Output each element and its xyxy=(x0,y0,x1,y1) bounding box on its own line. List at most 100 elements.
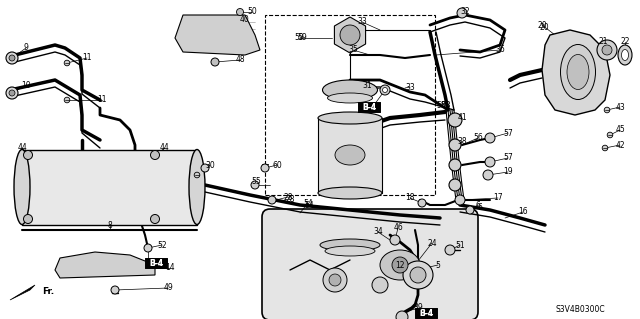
Text: 51: 51 xyxy=(455,241,465,249)
Circle shape xyxy=(150,214,159,224)
Circle shape xyxy=(372,277,388,293)
Circle shape xyxy=(390,235,400,245)
Circle shape xyxy=(455,195,465,205)
Text: 57: 57 xyxy=(503,153,513,162)
Circle shape xyxy=(392,257,408,273)
Circle shape xyxy=(194,172,200,178)
Circle shape xyxy=(24,151,33,160)
Text: 38: 38 xyxy=(457,137,467,146)
Circle shape xyxy=(602,145,608,151)
Text: 32: 32 xyxy=(460,8,470,17)
Ellipse shape xyxy=(567,55,589,90)
Text: 31: 31 xyxy=(362,81,372,91)
Ellipse shape xyxy=(621,49,628,61)
Circle shape xyxy=(396,311,408,319)
Ellipse shape xyxy=(328,93,372,103)
Polygon shape xyxy=(542,30,610,115)
Text: B-4: B-4 xyxy=(362,102,376,112)
Circle shape xyxy=(6,52,18,64)
Polygon shape xyxy=(55,252,155,278)
Circle shape xyxy=(449,179,461,191)
Text: 28: 28 xyxy=(284,192,292,202)
Text: 20: 20 xyxy=(537,20,547,29)
Circle shape xyxy=(64,97,70,103)
Text: B-4: B-4 xyxy=(419,308,433,317)
Text: 58: 58 xyxy=(436,100,446,109)
Bar xyxy=(318,118,382,193)
Text: 43: 43 xyxy=(615,102,625,112)
Polygon shape xyxy=(10,285,35,300)
Text: 58: 58 xyxy=(440,100,451,109)
Text: 46: 46 xyxy=(393,224,403,233)
Text: 59: 59 xyxy=(294,33,304,42)
Bar xyxy=(145,258,167,268)
Text: 12: 12 xyxy=(396,261,404,270)
Circle shape xyxy=(485,133,495,143)
Text: 33: 33 xyxy=(405,83,415,92)
Polygon shape xyxy=(22,150,197,225)
Circle shape xyxy=(111,286,119,294)
Ellipse shape xyxy=(318,187,382,199)
Ellipse shape xyxy=(320,239,380,251)
Text: 11: 11 xyxy=(97,95,107,105)
Text: 30: 30 xyxy=(205,160,215,169)
Bar xyxy=(358,102,380,112)
Text: 54: 54 xyxy=(304,201,314,210)
Text: B-4: B-4 xyxy=(362,102,376,112)
Circle shape xyxy=(201,164,209,172)
Text: 6: 6 xyxy=(477,203,482,211)
Text: 14: 14 xyxy=(165,263,175,272)
Circle shape xyxy=(211,58,219,66)
Circle shape xyxy=(448,113,462,127)
Ellipse shape xyxy=(318,112,382,124)
Text: 34: 34 xyxy=(373,227,383,236)
Circle shape xyxy=(9,55,15,61)
Circle shape xyxy=(383,87,387,93)
Bar xyxy=(415,308,437,318)
Text: 10: 10 xyxy=(21,80,31,90)
Text: 9: 9 xyxy=(24,43,28,53)
Circle shape xyxy=(485,157,495,167)
Text: S3V4B0300C: S3V4B0300C xyxy=(555,306,605,315)
Text: 60: 60 xyxy=(272,160,282,169)
Text: 52: 52 xyxy=(157,241,167,249)
Text: 11: 11 xyxy=(83,54,92,63)
Circle shape xyxy=(329,274,341,286)
Text: 8: 8 xyxy=(108,220,113,229)
Circle shape xyxy=(340,25,360,45)
Text: 45: 45 xyxy=(615,125,625,135)
Ellipse shape xyxy=(189,150,205,225)
Polygon shape xyxy=(335,17,365,53)
Circle shape xyxy=(602,45,612,55)
Ellipse shape xyxy=(14,150,30,225)
Text: 19: 19 xyxy=(503,167,513,176)
Text: 54: 54 xyxy=(303,198,313,207)
Text: 56: 56 xyxy=(473,133,483,143)
Circle shape xyxy=(449,139,461,151)
Text: 16: 16 xyxy=(518,207,528,217)
Text: 41: 41 xyxy=(457,114,467,122)
Text: 50: 50 xyxy=(247,8,257,17)
Text: 20: 20 xyxy=(540,24,550,33)
Text: 44: 44 xyxy=(17,144,27,152)
Circle shape xyxy=(261,164,269,172)
Text: 24: 24 xyxy=(427,239,437,248)
Text: 5: 5 xyxy=(436,261,440,270)
Text: 33: 33 xyxy=(357,18,367,26)
Circle shape xyxy=(150,151,159,160)
Circle shape xyxy=(9,90,15,96)
Bar xyxy=(145,258,167,268)
Polygon shape xyxy=(175,15,260,55)
Text: 48: 48 xyxy=(235,56,245,64)
Text: 28: 28 xyxy=(285,196,294,204)
Text: 59: 59 xyxy=(297,33,307,42)
Circle shape xyxy=(418,199,426,207)
Text: 18: 18 xyxy=(405,194,415,203)
Circle shape xyxy=(597,40,617,60)
Circle shape xyxy=(457,8,467,18)
Text: 21: 21 xyxy=(598,38,608,47)
Bar xyxy=(358,102,380,112)
FancyBboxPatch shape xyxy=(262,209,478,319)
Text: B-4: B-4 xyxy=(149,258,163,268)
Ellipse shape xyxy=(403,261,433,289)
